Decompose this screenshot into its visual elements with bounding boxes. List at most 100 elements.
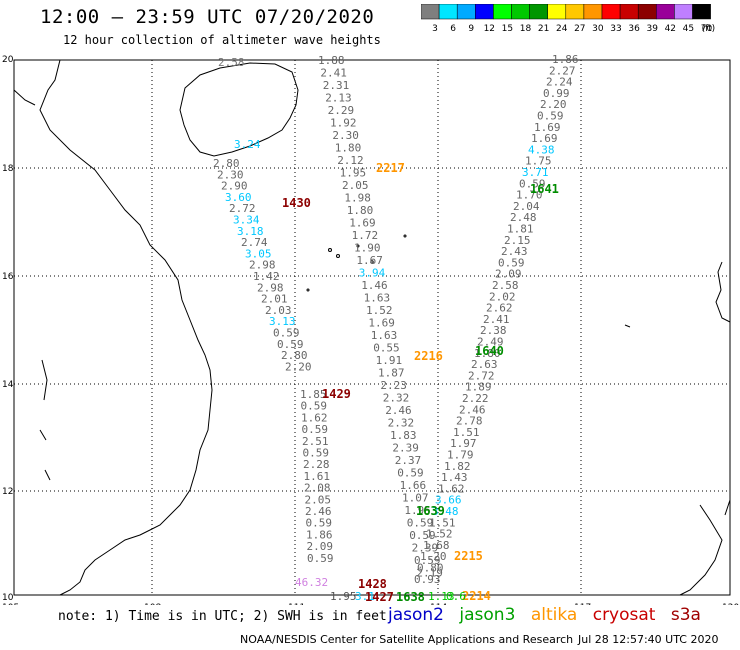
credit-line: NOAA/NESDIS Center for Satellite Applica… — [240, 633, 574, 646]
wave-height-value: 2.98 — [257, 281, 284, 294]
bottom-wave-label: 0.6 — [446, 590, 466, 603]
wave-height-value: 0.80 — [417, 562, 444, 575]
hainan-island — [179, 62, 299, 157]
wave-height-value: 2.09 — [307, 540, 334, 553]
legend-jason2: jason2 — [388, 605, 444, 625]
x-tick: 114 — [430, 603, 447, 605]
wave-height-value: 1.43 — [441, 471, 468, 484]
wave-height-value: 0.59 — [277, 338, 304, 351]
wave-height-value: 1.46 — [361, 279, 388, 292]
wave-height-value: 2.23 — [380, 379, 407, 392]
x-tick: 117 — [574, 603, 591, 605]
pass-time-label: 2216 — [414, 349, 443, 363]
lat-lon-grid — [14, 60, 730, 595]
wave-height-value: 1.80 — [347, 204, 374, 217]
wave-height-value: 2.13 — [325, 92, 352, 105]
footnote: note: 1) Time is in UTC; 2) SWH is in fe… — [58, 609, 387, 624]
wave-height-value: 2.39 — [412, 542, 439, 555]
wave-height-value: 2.05 — [342, 179, 369, 192]
wave-height-value: 2.38 — [480, 324, 507, 337]
wave-height-value: 2.20 — [285, 360, 312, 373]
wave-height-value: 3.60 — [225, 191, 252, 204]
wave-height-value: 1.68 — [423, 539, 450, 552]
legend-jason3: jason3 — [459, 605, 516, 625]
pass-time-label: 1430 — [282, 196, 311, 210]
wave-height-value: 1.87 — [378, 367, 405, 380]
wave-height-value: 2.74 — [241, 236, 268, 249]
colorbar-unit: (ft) — [702, 24, 716, 34]
wave-height-value: 2.80 — [281, 349, 308, 362]
wave-height-value: 2.62 — [486, 302, 513, 315]
pass-time-label: 1641 — [530, 182, 559, 196]
wave-height-value: 3.94 — [359, 267, 386, 280]
wave-height-value: 1.07 — [402, 492, 429, 505]
wave-height-value: 2.37 — [395, 454, 422, 467]
wave-height-value: 1.88 — [318, 54, 345, 67]
wave-height-value: 1.83 — [390, 429, 417, 442]
wave-height-value: 1.81 — [507, 223, 534, 236]
wave-height-value: 3.48 — [432, 505, 459, 518]
wave-height-value: 2.72 — [229, 202, 256, 215]
y-tick: 14 — [2, 380, 14, 390]
colorbar-label: 9 — [468, 24, 474, 34]
wave-height-value: 0.59 — [303, 447, 330, 460]
colorbar-label: 36 — [628, 24, 640, 34]
wave-height-value: 1.52 — [366, 304, 393, 317]
wave-height-value: 2.30 — [217, 168, 244, 181]
wave-height-value: 2.48 — [510, 211, 537, 224]
wave-height-value: 2.09 — [495, 268, 522, 281]
colorbar-label: 15 — [502, 24, 513, 34]
bottom-wave-label: 1.95 — [330, 590, 357, 603]
wave-height-value: 0.59 — [397, 467, 424, 480]
colorbar-label: 3 — [432, 24, 438, 34]
wave-height-value: 3.71 — [522, 166, 549, 179]
colorbar-label: 42 — [665, 24, 676, 34]
wave-height-value: 1.63 — [371, 329, 398, 342]
vietnam-inner-coast — [13, 89, 51, 481]
wave-height-value: 2.58 — [492, 279, 519, 292]
wave-height-value: 1.82 — [444, 460, 471, 473]
pass-time-label: 1427 — [365, 590, 394, 604]
wave-height-value: 0.59 — [306, 517, 333, 530]
wave-height-value: 1.61 — [304, 470, 331, 483]
wave-height-value: 2.43 — [501, 245, 528, 258]
wave-height-value: 0.59 — [273, 327, 300, 340]
wave-height-value: 1.63 — [364, 292, 391, 305]
wave-height-value: 2.32 — [388, 417, 415, 430]
wave-height-value: 1.98 — [344, 192, 371, 205]
wave-height-value: 2.46 — [459, 403, 486, 416]
legend-altika: altika — [530, 605, 578, 625]
wave-height-value: 2.80 — [213, 157, 240, 170]
wave-height-value: 1.20 — [420, 550, 447, 563]
wave-height-value: 2.46 — [385, 404, 412, 417]
color-scale-bar: 3 6 9 12 15 18 21 24 27 30 33 36 39 42 45 70(ft) — [421, 4, 716, 34]
wave-height-value: 1.72 — [352, 229, 379, 242]
wave-height-value: 2.31 — [323, 79, 350, 92]
wave-height-value: 0.59 — [498, 256, 525, 269]
paracel-islands — [306, 234, 407, 292]
wave-height-value: 1.92 — [330, 117, 357, 130]
wave-height-value: 2.02 — [489, 290, 516, 303]
wave-height-value: 0.59 — [301, 400, 328, 413]
wave-height-value: 1.51 — [429, 516, 456, 529]
wave-height-value: 2.20 — [540, 98, 567, 111]
wave-height-value: 1.95 — [340, 167, 367, 180]
wave-height-value: 1.42 — [253, 270, 280, 283]
wave-height-value: 1.52 — [426, 528, 453, 541]
wave-height-value: 1.67 — [356, 254, 383, 267]
colorbar-label: 45 — [683, 24, 694, 34]
wave-height-value: 2.32 — [383, 392, 410, 405]
wave-height-value: 1.97 — [450, 437, 477, 450]
wave-height-value: 2.49 — [477, 336, 504, 349]
map-frame — [13, 59, 731, 596]
pass-time-label: 1639 — [416, 504, 445, 518]
wave-height-value: 2.05 — [305, 493, 332, 506]
philippines-coast — [624, 261, 731, 596]
page-title: 12:00 — 23:59 UTC 07/20/2020 — [40, 6, 375, 28]
hainan-wave-label: 2.58 — [218, 56, 245, 69]
wave-height-value: 2.98 — [249, 259, 276, 272]
colorbar-label: 12 — [484, 24, 495, 34]
wave-height-value: 3.66 — [435, 494, 462, 507]
colorbar-label: 33 — [610, 24, 621, 34]
wave-height-value: 2.51 — [302, 435, 329, 448]
